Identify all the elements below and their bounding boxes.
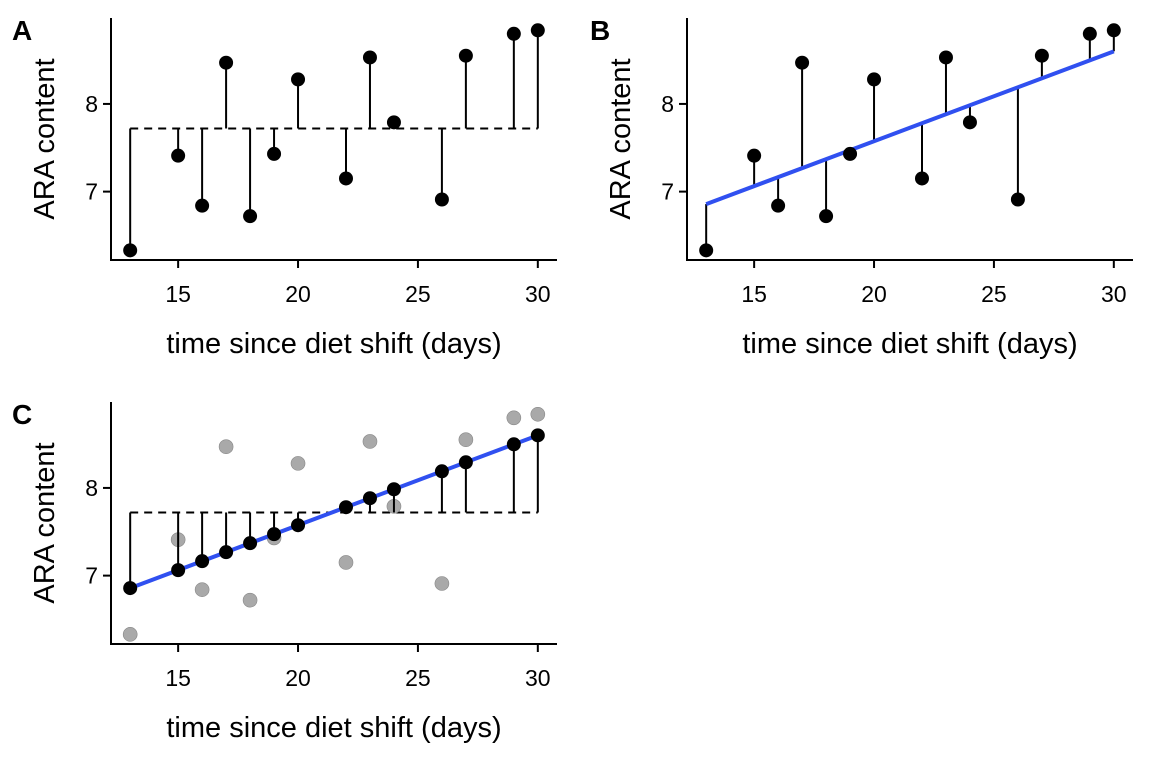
data-point bbox=[243, 209, 258, 224]
fitted-point bbox=[530, 428, 545, 443]
data-point bbox=[267, 146, 282, 161]
fitted-point bbox=[386, 482, 401, 497]
fitted-point bbox=[338, 500, 353, 515]
fitted-point bbox=[267, 527, 282, 542]
fitted-point bbox=[123, 581, 138, 596]
y-axis-title: ARA content bbox=[29, 442, 61, 603]
observed-point bbox=[362, 434, 378, 449]
data-point bbox=[1010, 192, 1025, 207]
panel-c: 15 20 25 30 7 8 time since diet shift (days) AR… bbox=[12, 399, 557, 744]
x-tick-label: 30 bbox=[525, 665, 551, 691]
fitted-point bbox=[458, 455, 473, 470]
data-point bbox=[914, 171, 929, 186]
observed-point bbox=[506, 410, 522, 426]
x-axis-title: time since diet shift (days) bbox=[166, 328, 501, 360]
x-tick-label: 30 bbox=[1101, 281, 1127, 307]
data-point bbox=[195, 198, 210, 213]
y-axis-title: ARA content bbox=[605, 58, 637, 219]
x-axis-title: time since diet shift (days) bbox=[742, 328, 1077, 360]
panel-b: 15 20 25 30 7 8 time since diet shift (days) AR… bbox=[590, 15, 1133, 360]
data-point bbox=[434, 192, 449, 207]
y-tick-label: 8 bbox=[85, 91, 98, 117]
y-tick-label: 7 bbox=[85, 179, 98, 205]
data-point bbox=[962, 115, 977, 130]
x-tick-label: 15 bbox=[165, 665, 191, 691]
observed-point bbox=[218, 439, 234, 455]
data-point bbox=[171, 148, 186, 163]
fitted-point bbox=[219, 545, 234, 560]
y-tick-label: 7 bbox=[661, 179, 674, 205]
observed-point bbox=[194, 582, 210, 597]
x-tick-label: 20 bbox=[285, 665, 311, 691]
fitted-point bbox=[291, 518, 306, 533]
y-tick-label: 7 bbox=[85, 563, 98, 589]
data-point bbox=[843, 146, 858, 161]
x-tick-label: 20 bbox=[285, 281, 311, 307]
x-tick-label: 25 bbox=[405, 665, 431, 691]
y-tick-label: 8 bbox=[661, 91, 674, 117]
regression-line bbox=[705, 49, 1115, 206]
observed-point bbox=[434, 576, 450, 591]
data-point bbox=[795, 55, 810, 70]
data-point bbox=[123, 243, 138, 258]
observed-point bbox=[458, 432, 474, 448]
panel-label: B bbox=[590, 15, 610, 46]
data-point bbox=[747, 148, 762, 163]
fitted-point bbox=[171, 563, 186, 578]
y-axis-title: ARA content bbox=[29, 58, 61, 219]
data-point bbox=[938, 50, 953, 65]
data-point bbox=[1082, 26, 1097, 41]
data-point bbox=[458, 48, 473, 63]
fitted-point bbox=[434, 464, 449, 479]
x-tick-label: 25 bbox=[981, 281, 1007, 307]
data-point bbox=[219, 55, 234, 70]
x-tick-label: 15 bbox=[165, 281, 191, 307]
observed-point bbox=[290, 456, 306, 471]
x-tick-label: 25 bbox=[405, 281, 431, 307]
data-point bbox=[1106, 23, 1121, 38]
observed-point bbox=[122, 627, 138, 642]
panel-a: 15 20 25 30 7 8 time since diet shift (days) AR… bbox=[12, 15, 557, 360]
data-point bbox=[362, 50, 377, 65]
data-point bbox=[291, 72, 306, 87]
data-point bbox=[386, 115, 401, 130]
fitted-point bbox=[243, 536, 258, 551]
data-point bbox=[867, 72, 882, 87]
data-point bbox=[1034, 48, 1049, 63]
observed-point bbox=[242, 592, 258, 608]
fitted-point bbox=[362, 491, 377, 506]
data-point bbox=[338, 171, 353, 186]
x-tick-label: 30 bbox=[525, 281, 551, 307]
observed-point bbox=[338, 555, 354, 570]
data-point bbox=[771, 198, 786, 213]
observed-point bbox=[530, 406, 546, 422]
data-point bbox=[699, 243, 714, 258]
data-point bbox=[819, 209, 834, 224]
x-tick-label: 15 bbox=[741, 281, 767, 307]
y-tick-label: 8 bbox=[85, 475, 98, 501]
fitted-point bbox=[506, 437, 521, 452]
panel-label: A bbox=[12, 15, 32, 46]
fitted-point bbox=[195, 554, 210, 569]
x-axis-title: time since diet shift (days) bbox=[166, 712, 501, 744]
data-point bbox=[506, 26, 521, 41]
x-tick-label: 20 bbox=[861, 281, 887, 307]
panel-label: C bbox=[12, 399, 32, 430]
data-point bbox=[530, 23, 545, 38]
